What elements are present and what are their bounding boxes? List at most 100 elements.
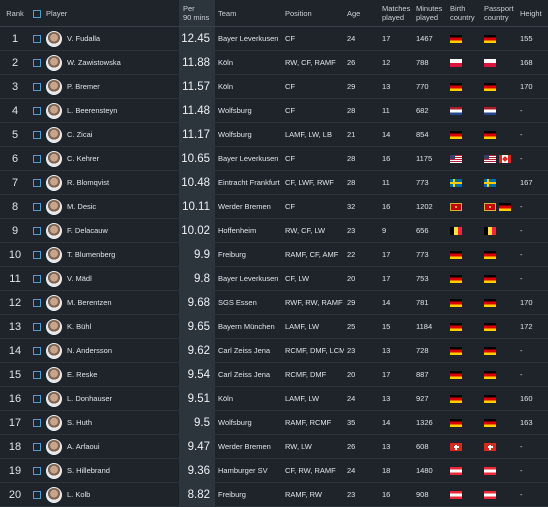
checkbox-icon[interactable] [32,419,41,427]
player-info[interactable]: V. Fudalla [46,30,179,47]
table-row[interactable]: 10 T. Blumenberg 9.9 Freiburg RAMF, CF, AMF 2… [0,242,548,267]
player-info[interactable]: A. Arfaoui [46,438,179,455]
player-info[interactable]: C. Zicai [46,126,179,143]
player-name[interactable]: L. Kolb [67,490,91,499]
checkbox-icon[interactable] [32,203,41,211]
checkbox-icon[interactable] [32,83,41,91]
header-position[interactable]: Position [282,0,344,27]
player-name[interactable]: M. Desic [67,202,97,211]
checkbox-icon[interactable] [32,227,41,235]
player-name[interactable]: E. Reske [67,370,98,379]
player-info[interactable]: N. Andersson [46,342,179,359]
player-info[interactable]: S. Hillebrand [46,462,179,479]
row-checkbox-cell[interactable] [30,170,43,195]
checkbox-icon[interactable] [32,275,41,283]
row-checkbox-cell[interactable] [30,266,43,291]
player-info[interactable]: M. Desic [46,198,179,215]
header-birth-country[interactable]: Birth country [447,0,481,27]
table-row[interactable]: 16 L. Donhauser 9.51 Köln LAMF, LW 24 13 927 160 [0,386,548,411]
header-matches[interactable]: Matches played [379,0,413,27]
table-row[interactable]: 13 K. Bühl 9.65 Bayern München LAMF, LW 25 15 1… [0,314,548,339]
row-checkbox-cell[interactable] [30,434,43,459]
player-name[interactable]: C. Zicai [67,130,93,139]
checkbox-icon[interactable] [32,443,41,451]
header-per90[interactable]: Per 90 mins [179,0,215,27]
select-all-checkbox[interactable] [30,0,43,27]
player-name[interactable]: F. Delacauw [67,226,108,235]
table-row[interactable]: 12 M. Berentzen 9.68 SGS Essen RWF, RW, RAMF… [0,290,548,315]
player-info[interactable]: P. Bremer [46,78,179,95]
table-row[interactable]: 15 E. Reske 9.54 Carl Zeiss Jena RCMF, DMF 20… [0,362,548,387]
player-info[interactable]: M. Berentzen [46,294,179,311]
header-height[interactable]: Height [517,0,548,27]
row-checkbox-cell[interactable] [30,458,43,483]
row-checkbox-cell[interactable] [30,410,43,435]
player-name[interactable]: L. Donhauser [67,394,113,403]
row-checkbox-cell[interactable] [30,314,43,339]
player-info[interactable]: W. Zawistowska [46,54,179,71]
player-name[interactable]: A. Arfaoui [67,442,100,451]
player-name[interactable]: S. Hillebrand [67,466,110,475]
row-checkbox-cell[interactable] [30,386,43,411]
player-info[interactable]: T. Blumenberg [46,246,179,263]
header-age[interactable]: Age [344,0,379,27]
checkbox-icon[interactable] [32,467,41,475]
table-row[interactable]: 20 L. Kolb 8.82 Freiburg RAMF, RW 23 16 908 - [0,482,548,507]
checkbox-icon[interactable] [32,299,41,307]
checkbox-icon[interactable] [32,179,41,187]
player-name[interactable]: V. Mädl [67,274,92,283]
row-checkbox-cell[interactable] [30,194,43,219]
header-rank[interactable]: Rank [0,0,30,27]
checkbox-icon[interactable] [32,347,41,355]
player-name[interactable]: K. Bühl [67,322,92,331]
player-name[interactable]: M. Berentzen [67,298,112,307]
table-row[interactable]: 3 P. Bremer 11.57 Köln CF 29 13 770 170 [0,74,548,99]
checkbox-icon[interactable] [32,371,41,379]
row-checkbox-cell[interactable] [30,26,43,51]
player-info[interactable]: R. Blomqvist [46,174,179,191]
row-checkbox-cell[interactable] [30,98,43,123]
header-passport-country[interactable]: Passport country [481,0,517,27]
player-name[interactable]: T. Blumenberg [67,250,116,259]
player-info[interactable]: C. Kehrer [46,150,179,167]
row-checkbox-cell[interactable] [30,362,43,387]
table-row[interactable]: 19 S. Hillebrand 9.36 Hamburger SV CF, RW, R… [0,458,548,483]
player-info[interactable]: L. Beerensteyn [46,102,179,119]
header-team[interactable]: Team [215,0,282,27]
checkbox-icon[interactable] [32,155,41,163]
row-checkbox-cell[interactable] [30,122,43,147]
table-row[interactable]: 8 M. Desic 10.11 Werder Bremen CF 32 16 1202 - [0,194,548,219]
player-info[interactable]: E. Reske [46,366,179,383]
player-info[interactable]: L. Donhauser [46,390,179,407]
table-row[interactable]: 17 S. Huth 9.5 Wolfsburg RAMF, RCMF 35 14 1326 1… [0,410,548,435]
checkbox-icon[interactable] [32,491,41,499]
header-minutes[interactable]: Minutes played [413,0,447,27]
table-row[interactable]: 7 R. Blomqvist 10.48 Eintracht Frankfurt CF,… [0,170,548,195]
row-checkbox-cell[interactable] [30,218,43,243]
table-row[interactable]: 1 V. Fudalla 12.45 Bayer Leverkusen CF 24 17 14… [0,26,548,51]
checkbox-icon[interactable] [32,395,41,403]
header-player[interactable]: Player [43,0,179,27]
row-checkbox-cell[interactable] [30,50,43,75]
player-name[interactable]: V. Fudalla [67,34,101,43]
row-checkbox-cell[interactable] [30,338,43,363]
table-row[interactable]: 5 C. Zicai 11.17 Wolfsburg LAMF, LW, LB 21 14 8… [0,122,548,147]
table-row[interactable]: 18 A. Arfaoui 9.47 Werder Bremen RW, LW 26 13 6… [0,434,548,459]
row-checkbox-cell[interactable] [30,290,43,315]
player-name[interactable]: P. Bremer [67,82,100,91]
player-info[interactable]: S. Huth [46,414,179,431]
row-checkbox-cell[interactable] [30,242,43,267]
player-info[interactable]: F. Delacauw [46,222,179,239]
player-info[interactable]: L. Kolb [46,486,179,503]
player-name[interactable]: N. Andersson [67,346,113,355]
row-checkbox-cell[interactable] [30,146,43,171]
checkbox-icon[interactable] [32,9,41,18]
player-name[interactable]: R. Blomqvist [67,178,110,187]
row-checkbox-cell[interactable] [30,74,43,99]
table-row[interactable]: 14 N. Andersson 9.62 Carl Zeiss Jena RCMF, D… [0,338,548,363]
table-row[interactable]: 4 L. Beerensteyn 11.48 Wolfsburg CF 28 11 682 - [0,98,548,123]
table-row[interactable]: 9 F. Delacauw 10.02 Hoffenheim RW, CF, LW 23 9… [0,218,548,243]
table-row[interactable]: 11 V. Mädl 9.8 Bayer Leverkusen CF, LW 20 17 75… [0,266,548,291]
checkbox-icon[interactable] [32,131,41,139]
checkbox-icon[interactable] [32,323,41,331]
